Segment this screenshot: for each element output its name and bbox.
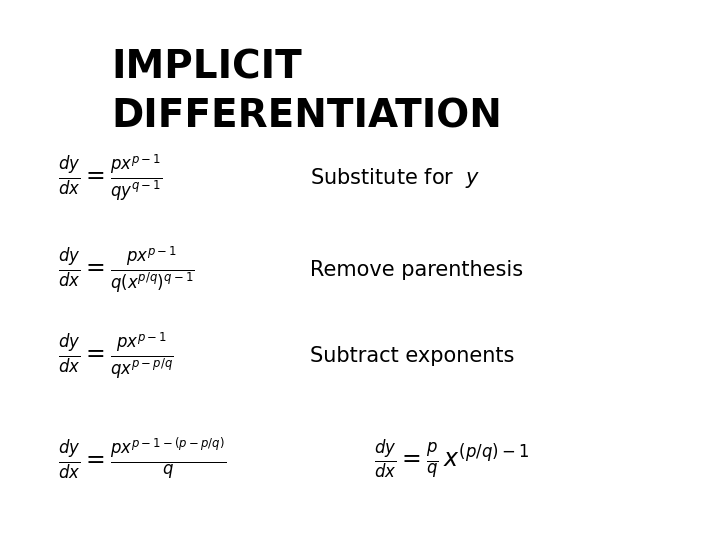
Text: Subtract exponents: Subtract exponents — [310, 346, 514, 367]
Text: DIFFERENTIATION: DIFFERENTIATION — [112, 97, 503, 135]
Text: Substitute for  $y$: Substitute for $y$ — [310, 166, 480, 190]
Text: $\frac{dy}{dx} = \frac{px^{p-1-(p-p/q)}}{q}$: $\frac{dy}{dx} = \frac{px^{p-1-(p-p/q)}}… — [58, 436, 226, 482]
Text: $\frac{dy}{dx} = \frac{p}{q}\, x^{(p/q)-1}$: $\frac{dy}{dx} = \frac{p}{q}\, x^{(p/q)-… — [374, 437, 530, 481]
Text: $\frac{dy}{dx} = \frac{px^{p-1}}{qy^{q-1}}$: $\frac{dy}{dx} = \frac{px^{p-1}}{qy^{q-1… — [58, 153, 162, 204]
Text: Remove parenthesis: Remove parenthesis — [310, 260, 523, 280]
Text: $\frac{dy}{dx} = \frac{px^{p-1}}{qx^{p-p/q}}$: $\frac{dy}{dx} = \frac{px^{p-1}}{qx^{p-p… — [58, 331, 174, 382]
Text: IMPLICIT: IMPLICIT — [112, 49, 302, 86]
Text: $\frac{dy}{dx} = \frac{px^{p-1}}{q(x^{p/q})^{q-1}}$: $\frac{dy}{dx} = \frac{px^{p-1}}{q(x^{p/… — [58, 245, 194, 295]
